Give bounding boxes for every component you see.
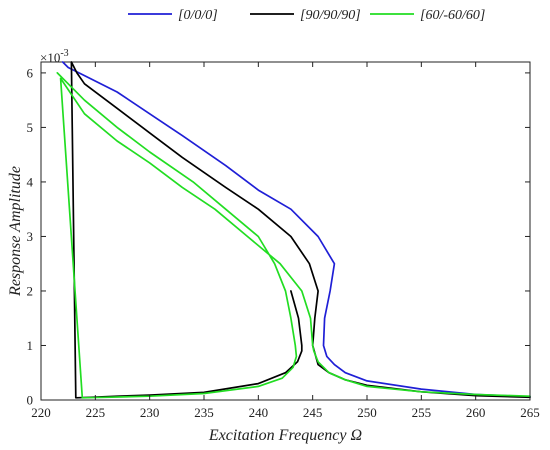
plot-frame xyxy=(40,61,531,401)
y-tick-label: 3 xyxy=(27,229,34,244)
y-multiplier-base: ×10 xyxy=(40,50,60,65)
y-tick-label: 6 xyxy=(27,65,34,80)
x-axis-label: Excitation Frequency Ω xyxy=(208,427,362,444)
y-tick-label: 1 xyxy=(27,338,34,353)
legend-label-1: [90/90/90] xyxy=(300,8,361,23)
legend-label-0: [0/0/0] xyxy=(178,8,218,23)
series-line-0 xyxy=(61,61,531,398)
x-tick-label: 230 xyxy=(140,405,160,420)
legend-label-2: [60/-60/60] xyxy=(420,8,485,23)
legend: [0/0/0] [90/90/90] [60/-60/60] xyxy=(128,8,485,23)
x-tick-label: 260 xyxy=(466,405,486,420)
x-tick-label: 250 xyxy=(357,405,377,420)
y-axis-multiplier: ×10-3 xyxy=(40,48,69,65)
x-tick-label: 220 xyxy=(31,405,51,420)
x-tick-label: 235 xyxy=(194,405,214,420)
ticks-layer: 220 225 230 235 240 245 250 255 260 265 0 1 2 3 4 5 6 xyxy=(27,62,540,420)
x-tick-label: 265 xyxy=(520,405,540,420)
series-layer xyxy=(56,61,531,399)
y-tick-label: 2 xyxy=(27,283,34,298)
x-tick-label: 255 xyxy=(412,405,432,420)
y-tick-label: 4 xyxy=(27,174,34,189)
x-tick-label: 240 xyxy=(249,405,269,420)
y-tick-label: 5 xyxy=(27,120,34,135)
x-tick-label: 225 xyxy=(86,405,106,420)
series-line-1 xyxy=(70,61,531,399)
y-axis-label: Response Amplitude xyxy=(7,166,24,297)
y-tick-label: 0 xyxy=(27,393,34,408)
x-tick-label: 245 xyxy=(303,405,323,420)
y-multiplier-exponent: -3 xyxy=(60,48,68,59)
series-line-2 xyxy=(56,72,531,399)
